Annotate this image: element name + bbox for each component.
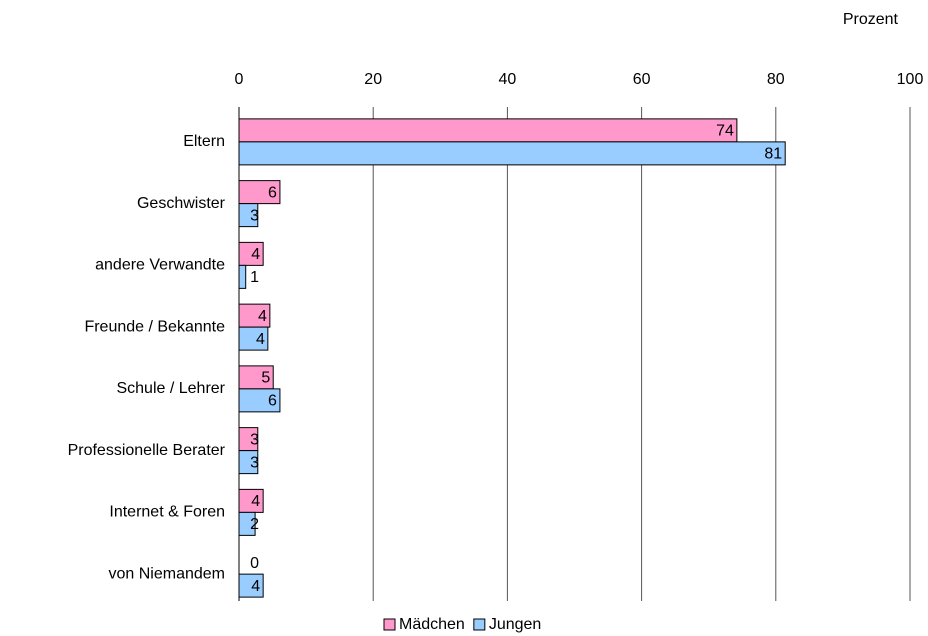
bar bbox=[238, 180, 281, 205]
bar bbox=[238, 450, 259, 475]
x-tick-label: 60 bbox=[633, 71, 651, 88]
data-label: 74 bbox=[716, 123, 734, 140]
data-label: 4 bbox=[251, 246, 260, 263]
data-label: 2 bbox=[250, 516, 259, 533]
legend-swatch bbox=[383, 618, 396, 631]
x-tick-label: 80 bbox=[767, 71, 785, 88]
y-tick-label: Geschwister bbox=[137, 195, 226, 212]
bar bbox=[238, 573, 264, 598]
data-label: 6 bbox=[268, 184, 277, 201]
data-label: 4 bbox=[251, 578, 260, 595]
data-label: 4 bbox=[256, 331, 265, 348]
bar bbox=[238, 326, 269, 351]
y-tick-label: von Niemandem bbox=[109, 565, 226, 582]
bar bbox=[238, 203, 259, 228]
legend-label: Jungen bbox=[489, 616, 542, 633]
data-label: 81 bbox=[764, 146, 782, 163]
data-label: 3 bbox=[250, 454, 259, 471]
y-tick-label: Freunde / Bekannte bbox=[84, 318, 225, 335]
x-tick-label: 40 bbox=[499, 71, 517, 88]
bar bbox=[238, 388, 281, 413]
data-label: 4 bbox=[258, 308, 267, 325]
bar bbox=[238, 241, 264, 266]
y-tick-label: Professionelle Berater bbox=[68, 442, 226, 459]
data-label: 5 bbox=[261, 370, 270, 387]
bar bbox=[238, 141, 786, 166]
data-label: 6 bbox=[268, 393, 277, 410]
y-tick-label: Schule / Lehrer bbox=[116, 380, 225, 397]
bar bbox=[238, 511, 256, 536]
data-label: 3 bbox=[250, 207, 259, 224]
x-tick-label: 100 bbox=[897, 71, 924, 88]
data-label: 4 bbox=[251, 493, 260, 510]
y-tick-label: Internet & Foren bbox=[109, 504, 225, 521]
legend-label: Mädchen bbox=[399, 616, 465, 633]
x-tick-label: 20 bbox=[364, 71, 382, 88]
data-label: 0 bbox=[250, 555, 259, 572]
bar bbox=[238, 118, 738, 143]
data-label: 3 bbox=[250, 431, 259, 448]
data-label: 1 bbox=[250, 269, 259, 286]
y-tick-label: andere Verwandte bbox=[95, 257, 225, 274]
x-tick-label: 0 bbox=[235, 71, 244, 88]
axis-label: Prozent bbox=[843, 11, 899, 28]
y-tick-label: Eltern bbox=[183, 133, 225, 150]
bar bbox=[238, 264, 247, 289]
legend-swatch bbox=[473, 618, 486, 631]
